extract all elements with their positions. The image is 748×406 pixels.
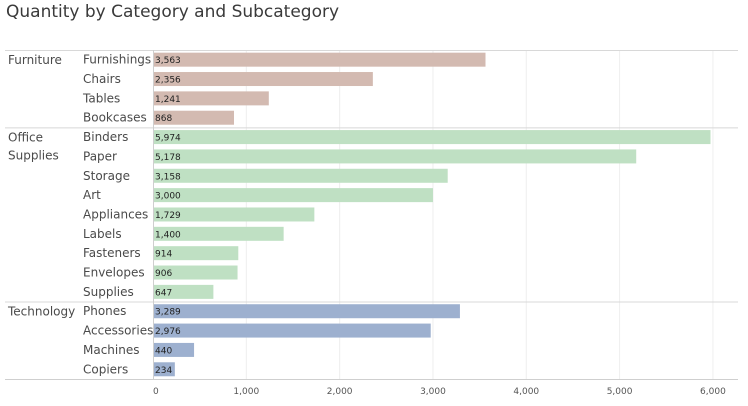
data-label: 3,000	[155, 192, 181, 202]
subcategory-label: Envelopes	[83, 266, 145, 280]
data-label: 3,158	[155, 172, 181, 182]
subcategory-label: Phones	[83, 304, 126, 318]
x-tick-label: 1,000	[233, 387, 259, 397]
data-label: 868	[155, 114, 172, 124]
data-label: 5,974	[155, 134, 181, 144]
subcategory-label: Bookcases	[83, 111, 147, 125]
subcategory-label: Fasteners	[83, 246, 141, 260]
bar	[153, 72, 373, 87]
bar	[153, 265, 238, 280]
subcategory-label: Appliances	[83, 207, 148, 221]
bars	[153, 52, 711, 377]
bar	[153, 168, 448, 183]
data-label: 1,241	[155, 95, 181, 105]
subcategory-label: Chairs	[83, 72, 121, 86]
data-label: 3,563	[155, 56, 181, 66]
labels: Furniture Furnishings 3,563 Chairs 2,356 Tabl…	[7, 53, 181, 377]
bar	[153, 284, 214, 299]
data-label: 440	[155, 346, 172, 356]
bar	[153, 110, 235, 125]
bar	[153, 130, 711, 145]
subcategory-label: Accessories	[83, 324, 153, 338]
category-label: Technology	[7, 305, 75, 319]
x-tick-label: 6,000	[700, 387, 726, 397]
x-tick-label: 3,000	[420, 387, 446, 397]
subcategory-label: Tables	[82, 91, 120, 105]
data-label: 647	[155, 288, 172, 298]
x-tick-label: 0	[153, 387, 159, 397]
bar	[153, 207, 315, 222]
subcategory-label: Supplies	[83, 285, 134, 299]
subcategory-label: Binders	[83, 130, 128, 144]
subcategory-label: Paper	[83, 149, 117, 163]
subcategory-label: Machines	[83, 343, 139, 357]
category-label: Supplies	[8, 148, 59, 162]
subcategory-label: Furnishings	[83, 53, 151, 67]
bar	[153, 91, 269, 106]
subcategory-label: Labels	[83, 227, 122, 241]
data-label: 3,289	[155, 308, 181, 318]
category-label: Office	[8, 130, 43, 144]
bar	[153, 323, 431, 338]
bar	[153, 342, 195, 357]
subcategory-label: Art	[83, 188, 101, 202]
bar	[153, 226, 284, 241]
data-label: 1,400	[155, 230, 181, 240]
bar	[153, 362, 175, 377]
data-label: 1,729	[155, 211, 181, 221]
chart-title: Quantity by Category and Subcategory	[6, 2, 340, 22]
bar	[153, 52, 486, 67]
x-tick-label: 5,000	[607, 387, 633, 397]
subcategory-label: Storage	[83, 169, 130, 183]
bar	[153, 188, 433, 203]
data-label: 906	[155, 269, 172, 279]
x-tick-label: 2,000	[327, 387, 353, 397]
bar	[153, 149, 637, 164]
data-label: 5,178	[155, 153, 181, 163]
data-label: 914	[155, 250, 172, 260]
x-axis: 0 1,000 2,000 3,000 4,000 5,000 6,000	[5, 50, 738, 397]
bar	[153, 246, 239, 261]
category-label: Furniture	[8, 53, 62, 67]
data-label: 234	[155, 366, 172, 376]
x-tick-label: 4,000	[513, 387, 539, 397]
bar	[153, 304, 460, 319]
subcategory-label: Copiers	[83, 362, 128, 376]
data-label: 2,976	[155, 327, 181, 337]
data-label: 2,356	[155, 76, 181, 86]
